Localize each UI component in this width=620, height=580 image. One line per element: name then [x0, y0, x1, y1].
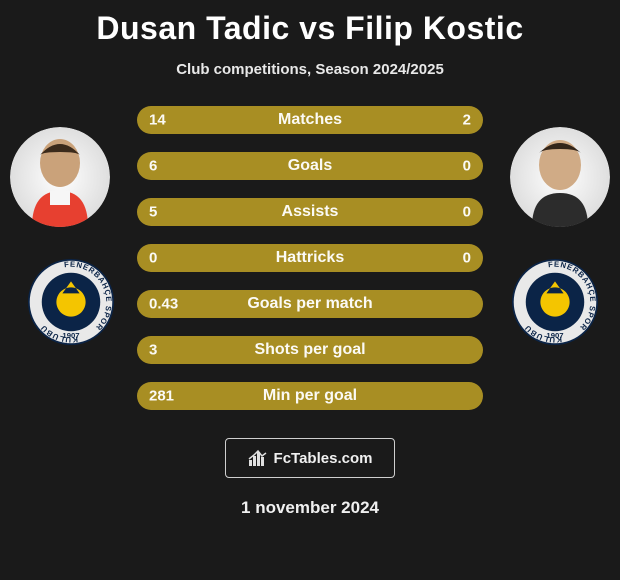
stat-label: Matches [278, 111, 342, 129]
club-left-icon: FENERBAHÇE SPOR KULÜBÜ 1907 [28, 259, 114, 345]
stat-left-value: 0 [149, 250, 157, 267]
stat-left-value: 5 [149, 204, 157, 221]
stat-right-value: 0 [463, 158, 471, 175]
brand-badge[interactable]: FcTables.com [225, 438, 395, 478]
stat-right-value: 0 [463, 204, 471, 221]
stat-bar: 5 Assists 0 [137, 198, 483, 226]
stat-label: Goals per match [247, 295, 372, 313]
club-badge-right: FENERBAHÇE SPOR KULÜBÜ 1907 [512, 259, 598, 345]
stat-bar: 14 Matches 2 [137, 106, 483, 134]
player-avatar-right [510, 127, 610, 227]
club-right-icon: FENERBAHÇE SPOR KULÜBÜ 1907 [512, 259, 598, 345]
stat-right-value: 0 [463, 250, 471, 267]
stat-bar: 281 Min per goal [137, 382, 483, 410]
page-subtitle: Club competitions, Season 2024/2025 [176, 61, 444, 78]
stat-label: Goals [288, 157, 332, 175]
stat-left-value: 3 [149, 342, 157, 359]
stat-bar: 0.43 Goals per match [137, 290, 483, 318]
comparison-card: Dusan Tadic vs Filip Kostic Club competi… [0, 0, 620, 580]
stat-left-value: 0.43 [149, 296, 178, 313]
page-title: Dusan Tadic vs Filip Kostic [96, 10, 523, 47]
stat-label: Shots per goal [254, 341, 365, 359]
svg-text:1907: 1907 [546, 331, 563, 340]
club-badge-left: FENERBAHÇE SPOR KULÜBÜ 1907 [28, 259, 114, 345]
svg-text:1907: 1907 [62, 331, 79, 340]
stat-left-value: 6 [149, 158, 157, 175]
avatar-left-icon [10, 127, 110, 227]
stat-label: Assists [282, 203, 339, 221]
player-avatar-left [10, 127, 110, 227]
stat-left-value: 281 [149, 388, 174, 405]
stat-right-value: 2 [463, 112, 471, 129]
snapshot-date: 1 november 2024 [241, 498, 379, 518]
stat-left-value: 14 [149, 112, 166, 129]
stat-label: Hattricks [276, 249, 344, 267]
stats-list: 14 Matches 2 6 Goals 0 5 Assists 0 0 Hat… [137, 106, 483, 410]
avatar-right-icon [510, 127, 610, 227]
stat-bar: 6 Goals 0 [137, 152, 483, 180]
stat-label: Min per goal [263, 387, 357, 405]
stat-bar: 3 Shots per goal [137, 336, 483, 364]
brand-label: FcTables.com [274, 450, 373, 467]
chart-icon [248, 448, 268, 468]
stat-bar: 0 Hattricks 0 [137, 244, 483, 272]
